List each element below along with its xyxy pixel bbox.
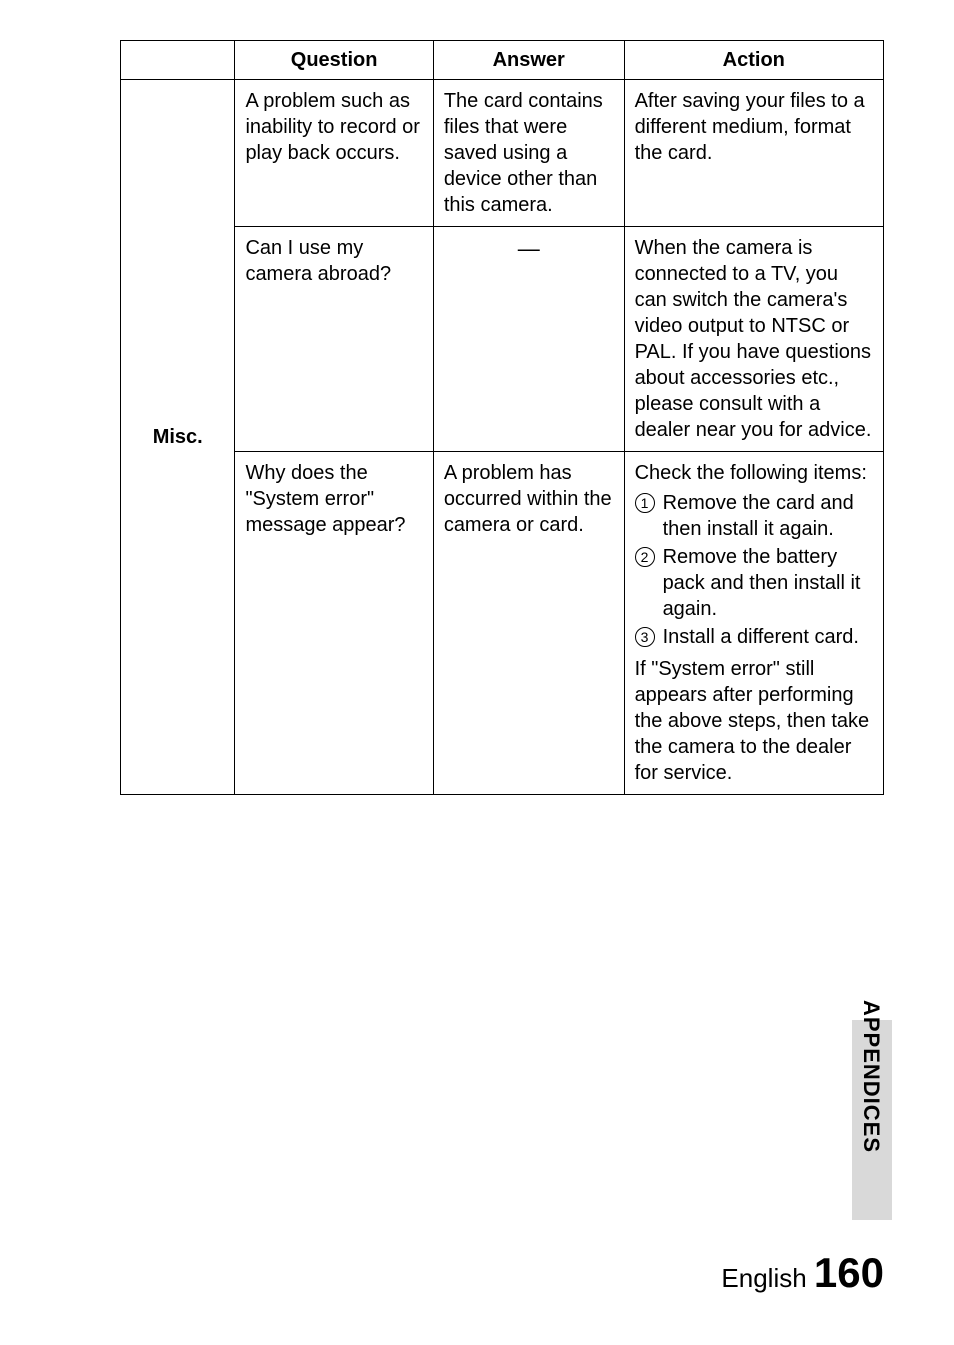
answer-cell: A problem has occurred within the camera…	[433, 452, 624, 795]
footer-language: English	[721, 1263, 806, 1293]
question-cell: Why does the "System error" message appe…	[235, 452, 433, 795]
action-list: 1 Remove the card and then install it aga…	[635, 490, 873, 650]
list-item: 2 Remove the battery pack and then instal…	[635, 544, 873, 622]
table-row: Can I use my camera abroad? — When the c…	[121, 227, 884, 452]
number-icon: 1	[635, 493, 655, 513]
list-item-text: Remove the battery pack and then install…	[663, 544, 873, 622]
action-outro: If "System error" still appears after pe…	[635, 656, 873, 786]
list-item: 3 Install a different card.	[635, 624, 873, 650]
action-cell: After saving your files to a different m…	[624, 80, 883, 227]
answer-cell: —	[433, 227, 624, 452]
faq-table: Question Answer Action Misc. A problem s…	[120, 40, 884, 795]
side-section-label: APPENDICES	[858, 1000, 884, 1153]
page-footer: English 160	[721, 1249, 884, 1297]
header-answer: Answer	[433, 41, 624, 80]
action-intro: Check the following items:	[635, 460, 873, 486]
footer-page-number: 160	[814, 1249, 884, 1296]
table-row: Misc. A problem such as inability to rec…	[121, 80, 884, 227]
action-cell: Check the following items: 1 Remove the c…	[624, 452, 883, 795]
number-icon: 2	[635, 547, 655, 567]
table-row: Why does the "System error" message appe…	[121, 452, 884, 795]
header-blank	[121, 41, 235, 80]
list-item-text: Remove the card and then install it agai…	[663, 490, 873, 542]
action-cell: When the camera is connected to a TV, yo…	[624, 227, 883, 452]
category-cell: Misc.	[121, 80, 235, 795]
list-item-text: Install a different card.	[663, 624, 859, 650]
header-question: Question	[235, 41, 433, 80]
header-action: Action	[624, 41, 883, 80]
answer-cell: The card contains files that were saved …	[433, 80, 624, 227]
question-cell: Can I use my camera abroad?	[235, 227, 433, 452]
number-icon: 3	[635, 627, 655, 647]
list-item: 1 Remove the card and then install it aga…	[635, 490, 873, 542]
question-cell: A problem such as inability to record or…	[235, 80, 433, 227]
